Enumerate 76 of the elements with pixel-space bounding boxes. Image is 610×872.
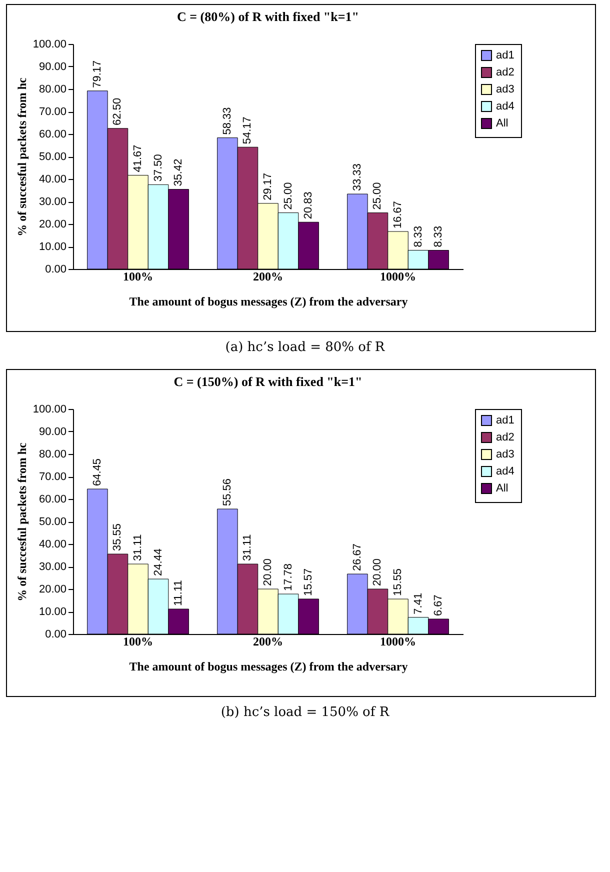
legend-label: All xyxy=(496,482,508,494)
legend-label: ad1 xyxy=(496,50,514,62)
y-tick-label: 20.00 xyxy=(38,218,66,230)
y-axis-title: % of succesful packets from hc xyxy=(14,442,29,602)
data-label: 17.78 xyxy=(282,563,294,591)
data-label: 6.67 xyxy=(432,594,445,616)
legend-label: ad1 xyxy=(496,414,514,426)
x-axis-title: The amount of bogus messages (Z) from the adversary xyxy=(129,294,408,308)
y-tick-label: 90.00 xyxy=(38,426,66,438)
data-label: 8.33 xyxy=(412,226,424,248)
y-tick-label: 40.00 xyxy=(38,174,66,186)
data-label: 15.57 xyxy=(302,568,315,596)
y-tick-label: 80.00 xyxy=(38,448,66,460)
x-tick-label: 1000% xyxy=(380,270,416,284)
data-label: 54.17 xyxy=(242,116,254,144)
data-label: 29.17 xyxy=(262,172,274,200)
text: (b) hc’s load = 150% of R xyxy=(220,705,390,720)
data-label: 35.42 xyxy=(172,158,185,186)
y-tick-label: 100.00 xyxy=(32,38,66,50)
y-tick-label: 10.00 xyxy=(38,241,66,253)
data-label: 37.50 xyxy=(152,154,164,182)
data-label: 79.17 xyxy=(91,60,104,88)
data-label: 31.11 xyxy=(132,534,144,562)
y-tick-label: 0.00 xyxy=(45,628,66,640)
y-tick-label: 90.00 xyxy=(38,61,66,73)
data-label: 20.00 xyxy=(372,558,384,586)
data-label: 15.55 xyxy=(392,568,404,596)
y-axis-title: % of succesful packets from hc xyxy=(14,76,29,236)
y-tick-label: 10.00 xyxy=(38,606,66,618)
y-tick-label: 50.00 xyxy=(38,516,66,528)
data-label: 64.45 xyxy=(91,458,104,486)
legend-label: ad4 xyxy=(496,466,514,478)
y-tick-label: 60.00 xyxy=(38,494,66,506)
data-label: 11.11 xyxy=(172,580,185,606)
y-tick-label: 30.00 xyxy=(38,561,66,573)
x-axis-title: The amount of bogus messages (Z) from the adversary xyxy=(129,660,408,674)
data-label: 33.33 xyxy=(351,163,364,192)
data-label: 26.67 xyxy=(351,543,364,571)
y-tick-label: 70.00 xyxy=(38,471,66,483)
x-tick-label: 100% xyxy=(123,634,153,648)
x-tick-label: 200% xyxy=(253,634,283,648)
data-label: 31.11 xyxy=(242,534,254,562)
data-label: 16.67 xyxy=(392,200,404,228)
data-label: 58.33 xyxy=(221,107,234,135)
legend-label: ad3 xyxy=(496,84,514,96)
chart-title: C = (80%) of R with fixed "k=1" xyxy=(177,9,359,24)
y-tick-label: 0.00 xyxy=(45,264,66,276)
data-label: 8.33 xyxy=(432,226,445,248)
data-label: 35.55 xyxy=(112,523,124,552)
data-label: 62.50 xyxy=(112,98,124,126)
y-tick-label: 20.00 xyxy=(38,584,66,596)
x-tick-label: 100% xyxy=(123,270,153,284)
text: (a) hc’s load = 80% of R xyxy=(224,340,386,355)
legend-label: ad2 xyxy=(496,66,514,78)
y-tick-label: 30.00 xyxy=(38,196,66,208)
data-label: 41.67 xyxy=(132,144,144,172)
legend-label: ad3 xyxy=(496,448,514,460)
y-tick-label: 50.00 xyxy=(38,151,66,163)
y-tick-label: 100.00 xyxy=(32,404,66,416)
y-tick-label: 70.00 xyxy=(38,106,66,118)
legend-label: ad2 xyxy=(496,432,514,444)
data-label: 7.41 xyxy=(412,592,424,614)
data-label: 20.83 xyxy=(302,192,315,220)
x-tick-label: 1000% xyxy=(380,634,416,648)
y-tick-label: 60.00 xyxy=(38,128,66,140)
data-label: 25.00 xyxy=(372,182,384,210)
data-label: 20.00 xyxy=(262,558,274,586)
y-tick-label: 80.00 xyxy=(38,84,66,96)
data-label: 25.00 xyxy=(282,182,294,210)
data-label: 24.44 xyxy=(152,548,164,576)
x-tick-label: 200% xyxy=(253,270,283,284)
y-tick-label: 40.00 xyxy=(38,538,66,550)
legend-label: ad4 xyxy=(496,100,514,112)
chart-title: C = (150%) of R with fixed "k=1" xyxy=(174,374,362,389)
legend-label: All xyxy=(496,118,508,130)
data-label: 55.56 xyxy=(221,478,234,506)
